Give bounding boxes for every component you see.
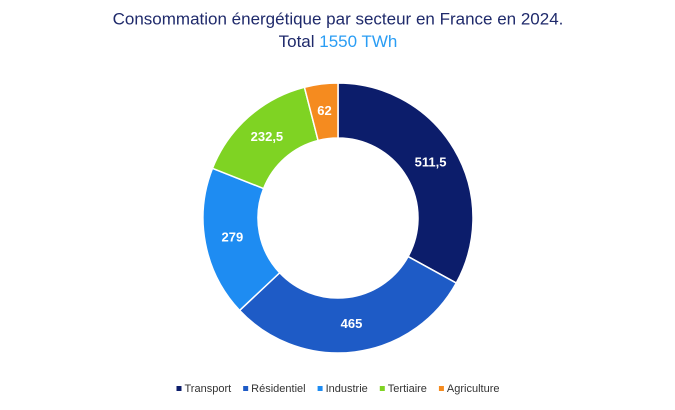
- legend-swatch: [176, 386, 182, 391]
- legend-label: Transport: [185, 383, 232, 395]
- total-label: 1550 TWh: [319, 32, 397, 51]
- donut-slice: [337, 82, 474, 285]
- donut-slice: [303, 82, 339, 142]
- legend-swatch: [243, 386, 249, 391]
- donut-slice: [238, 255, 458, 354]
- chart-subtitle: Total 1550 TWh: [279, 32, 398, 51]
- legend-label: Agriculture: [447, 383, 500, 395]
- legend-label: Tertiaire: [388, 383, 427, 395]
- subtitle-text: Total: [279, 32, 315, 51]
- legend-label: Industrie: [326, 383, 368, 395]
- chart-title: Consommation énergétique par secteur en …: [113, 9, 564, 28]
- data-label: 279: [222, 230, 244, 245]
- legend: Transport Résidentiel Industrie Tertiaire Ag…: [176, 383, 500, 395]
- data-label: 232,5: [251, 129, 284, 144]
- legend-label: Résidentiel: [251, 383, 305, 395]
- legend-swatch: [438, 386, 444, 391]
- data-label: 511,5: [415, 155, 447, 170]
- data-label: 465: [341, 316, 363, 331]
- legend-swatch: [379, 386, 385, 391]
- data-label: 62: [317, 103, 331, 118]
- legend-swatch: [317, 386, 323, 391]
